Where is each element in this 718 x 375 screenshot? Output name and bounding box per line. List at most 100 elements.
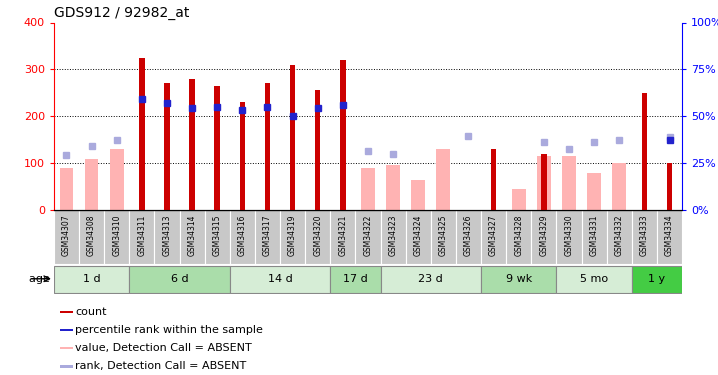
Text: GSM34314: GSM34314 xyxy=(187,214,197,256)
Bar xyxy=(612,163,626,210)
Bar xyxy=(230,210,255,264)
Bar xyxy=(491,149,496,210)
Bar xyxy=(657,210,682,264)
Bar xyxy=(541,154,546,210)
Bar xyxy=(79,210,104,264)
Text: GSM34308: GSM34308 xyxy=(87,214,96,256)
Bar xyxy=(240,102,245,210)
Text: GSM34320: GSM34320 xyxy=(313,214,322,256)
Text: GSM34313: GSM34313 xyxy=(162,214,172,256)
Text: GSM34327: GSM34327 xyxy=(489,214,498,256)
Text: GSM34325: GSM34325 xyxy=(439,214,448,256)
Text: GSM34324: GSM34324 xyxy=(414,214,423,256)
Bar xyxy=(386,165,400,210)
Bar xyxy=(104,210,129,264)
Bar xyxy=(190,79,195,210)
Bar xyxy=(110,149,123,210)
Text: GSM34334: GSM34334 xyxy=(665,214,674,256)
Bar xyxy=(60,365,73,368)
Text: value, Detection Call = ABSENT: value, Detection Call = ABSENT xyxy=(75,343,252,353)
Bar xyxy=(456,210,481,264)
Text: GSM34321: GSM34321 xyxy=(338,214,348,256)
Text: GSM34310: GSM34310 xyxy=(112,214,121,256)
Bar xyxy=(506,210,531,264)
Text: GSM34330: GSM34330 xyxy=(564,214,574,256)
Bar xyxy=(230,266,330,293)
Text: 9 wk: 9 wk xyxy=(505,274,532,284)
Text: GSM34315: GSM34315 xyxy=(213,214,222,256)
Bar xyxy=(556,210,582,264)
Text: GSM34311: GSM34311 xyxy=(137,214,146,256)
Text: GDS912 / 92982_at: GDS912 / 92982_at xyxy=(54,6,190,20)
Bar xyxy=(60,311,73,313)
Bar xyxy=(340,60,345,210)
Text: 23 d: 23 d xyxy=(419,274,443,284)
Text: percentile rank within the sample: percentile rank within the sample xyxy=(75,325,263,335)
Text: 1 y: 1 y xyxy=(648,274,666,284)
Text: GSM34323: GSM34323 xyxy=(388,214,398,256)
Bar xyxy=(667,163,672,210)
Bar xyxy=(154,210,180,264)
Bar xyxy=(562,156,576,210)
Bar xyxy=(330,210,355,264)
Text: GSM34319: GSM34319 xyxy=(288,214,297,256)
Bar xyxy=(381,210,406,264)
Text: GSM34328: GSM34328 xyxy=(514,214,523,256)
Text: GSM34317: GSM34317 xyxy=(263,214,272,256)
Bar xyxy=(431,210,456,264)
Bar xyxy=(60,347,73,350)
Text: rank, Detection Call = ABSENT: rank, Detection Call = ABSENT xyxy=(75,362,246,371)
Bar xyxy=(139,58,144,210)
Bar xyxy=(607,210,632,264)
Bar xyxy=(290,64,295,210)
Bar xyxy=(406,210,431,264)
Text: 6 d: 6 d xyxy=(171,274,188,284)
Text: 5 mo: 5 mo xyxy=(580,274,608,284)
Text: GSM34322: GSM34322 xyxy=(363,214,373,256)
Bar xyxy=(355,210,381,264)
Text: 17 d: 17 d xyxy=(343,274,368,284)
Bar xyxy=(305,210,330,264)
Bar xyxy=(180,210,205,264)
Text: GSM34329: GSM34329 xyxy=(539,214,549,256)
Bar xyxy=(582,210,607,264)
Bar xyxy=(632,266,682,293)
Bar xyxy=(54,266,129,293)
Bar xyxy=(481,210,506,264)
Text: GSM34326: GSM34326 xyxy=(464,214,473,256)
Bar xyxy=(54,210,79,264)
Bar xyxy=(85,159,98,210)
Bar xyxy=(129,210,154,264)
Bar xyxy=(164,84,169,210)
Bar xyxy=(632,210,657,264)
Bar xyxy=(129,266,230,293)
Bar xyxy=(411,180,425,210)
Text: 1 d: 1 d xyxy=(83,274,101,284)
Bar xyxy=(330,266,381,293)
Text: count: count xyxy=(75,307,107,317)
Text: GSM34333: GSM34333 xyxy=(640,214,649,256)
Bar xyxy=(381,266,481,293)
Text: GSM34331: GSM34331 xyxy=(589,214,599,256)
Bar xyxy=(587,172,601,210)
Bar xyxy=(60,329,73,331)
Bar xyxy=(205,210,230,264)
Bar xyxy=(60,168,73,210)
Bar xyxy=(642,93,647,210)
Bar xyxy=(315,90,320,210)
Text: GSM34316: GSM34316 xyxy=(238,214,247,256)
Bar xyxy=(437,149,450,210)
Bar xyxy=(531,210,556,264)
Bar xyxy=(481,266,556,293)
Bar xyxy=(280,210,305,264)
Bar xyxy=(265,84,270,210)
Text: GSM34332: GSM34332 xyxy=(615,214,624,256)
Text: GSM34307: GSM34307 xyxy=(62,214,71,256)
Bar xyxy=(361,168,375,210)
Bar xyxy=(255,210,280,264)
Bar xyxy=(537,156,551,210)
Bar xyxy=(512,189,526,210)
Bar xyxy=(556,266,632,293)
Text: 14 d: 14 d xyxy=(268,274,292,284)
Text: age: age xyxy=(29,274,54,284)
